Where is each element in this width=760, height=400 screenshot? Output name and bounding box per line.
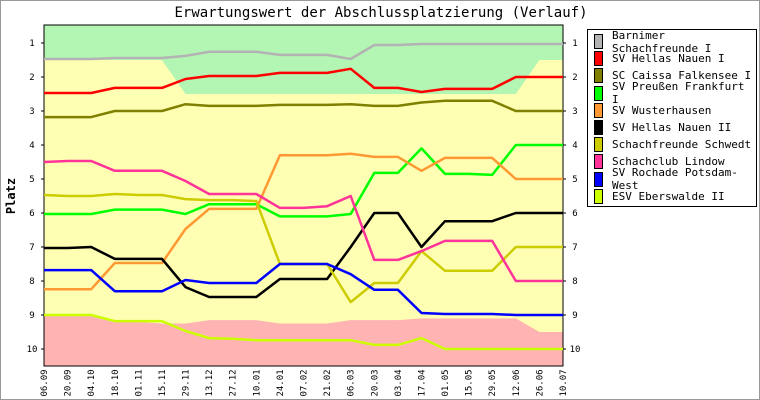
series-line-9 (44, 262, 563, 317)
legend-swatch (594, 68, 603, 84)
series-line-6 (44, 211, 563, 299)
y-tick-label-right: 8 (572, 277, 577, 287)
x-tick-label: 04.10 (87, 369, 97, 396)
x-tick-label: 17.04 (417, 369, 427, 396)
y-tick-label-right: 10 (570, 345, 581, 355)
series-line-10 (44, 313, 563, 351)
x-tick-label: 10.07 (559, 369, 569, 396)
legend-swatch (594, 154, 603, 170)
x-tick-label: 20.09 (64, 369, 74, 396)
series-line-2 (44, 67, 563, 95)
x-tick-label: 29.11 (182, 369, 192, 396)
y-tick-label-left: 4 (29, 141, 34, 151)
x-tick-label: 26.06 (535, 369, 545, 396)
legend-swatch (594, 34, 603, 50)
legend-label: SV Preußen Frankfurt I (612, 80, 745, 107)
y-tick-label-right: 5 (572, 175, 577, 185)
y-tick-label-left: 1 (29, 39, 34, 49)
y-tick-label-left: 3 (29, 107, 34, 117)
x-tick-label: 24.01 (276, 369, 286, 396)
x-tick-label: 21.02 (323, 369, 333, 396)
series-line-1 (44, 42, 563, 61)
y-tick-label-right: 6 (572, 209, 577, 219)
legend-swatch (594, 120, 603, 136)
legend-swatch (594, 188, 603, 204)
y-tick-label-right: 2 (572, 73, 577, 83)
series-line-8 (43, 159, 563, 283)
legend-item: Schachfreunde Schwedt (594, 136, 756, 153)
legend-label: SV Rochade Potsdam-West (612, 166, 738, 193)
x-tick-label: 01.11 (134, 369, 144, 396)
series-line-5 (44, 152, 563, 291)
x-tick-label: 15.11 (158, 369, 168, 396)
x-tick-label: 29.05 (488, 369, 498, 396)
legend-label: SC Caissa Falkensee I (612, 69, 752, 83)
legend-label: SV Hellas Nauen II (612, 121, 732, 135)
y-tick-label-right: 4 (572, 141, 577, 151)
band-best-possible (44, 25, 563, 94)
legend-item: Barnimer Schachfreunde I (594, 29, 756, 55)
y-tick-label-left: 10 (27, 345, 38, 355)
x-tick-label: 03.04 (394, 369, 404, 396)
legend-swatch (594, 137, 603, 153)
legend-item: SV Rochade Potsdam-West (594, 166, 756, 192)
legend: Barnimer Schachfreunde I SV Hellas Nauen … (587, 29, 757, 207)
x-tick-label: 01.05 (441, 369, 451, 396)
legend-label: SV Wusterhausen (612, 103, 712, 117)
y-tick-label-left: 6 (29, 209, 34, 219)
x-tick-label: 15.05 (465, 369, 475, 396)
legend-label: Schachclub Lindow (612, 155, 725, 169)
y-tick-label-left: 7 (29, 243, 34, 253)
y-tick-label-left: 2 (29, 73, 34, 83)
x-tick-label: 10.01 (252, 369, 262, 396)
x-tick-label: 13.12 (205, 369, 215, 396)
x-tick-label: 12.06 (512, 369, 522, 396)
series-line-3 (44, 99, 563, 119)
legend-item: SV Preußen Frankfurt I (594, 80, 756, 106)
y-tick-label-left: 5 (29, 175, 34, 185)
x-tick-label: 27.12 (229, 369, 239, 396)
x-tick-label: 07.02 (300, 369, 310, 396)
legend-label: SV Hellas Nauen I (612, 52, 725, 66)
x-tick-label: 20.03 (370, 369, 380, 396)
legend-item: SV Hellas Nauen II (594, 119, 756, 136)
legend-swatch (594, 51, 603, 67)
y-tick-label-right: 3 (572, 107, 577, 117)
legend-item: Schachclub Lindow (594, 153, 756, 170)
legend-swatch (594, 171, 603, 187)
legend-item: SV Hellas Nauen I (594, 50, 756, 67)
chart-title: Erwartungswert der Abschlussplatzierung … (174, 5, 588, 21)
x-tick-label: 06.03 (347, 369, 357, 396)
legend-swatch (594, 102, 603, 118)
legend-label: ESV Eberswalde II (612, 189, 725, 203)
y-tick-label-left: 9 (29, 311, 34, 321)
legend-item: SV Wusterhausen (594, 102, 756, 119)
legend-item: ESV Eberswalde II (594, 188, 756, 205)
y-tick-label-right: 9 (572, 311, 577, 321)
y-tick-label-right: 7 (572, 243, 577, 253)
series-line-4 (44, 143, 563, 218)
x-tick-label: 06.09 (40, 369, 50, 396)
legend-label: Barnimer Schachfreunde I (612, 28, 712, 55)
legend-label: Schachfreunde Schwedt (612, 138, 752, 152)
legend-item: SC Caissa Falkensee I (594, 67, 756, 84)
y-tick-label-right: 1 (572, 39, 577, 49)
x-tick-label: 18.10 (111, 369, 121, 396)
y-tick-label-left: 8 (29, 277, 34, 287)
legend-swatch (594, 85, 603, 101)
